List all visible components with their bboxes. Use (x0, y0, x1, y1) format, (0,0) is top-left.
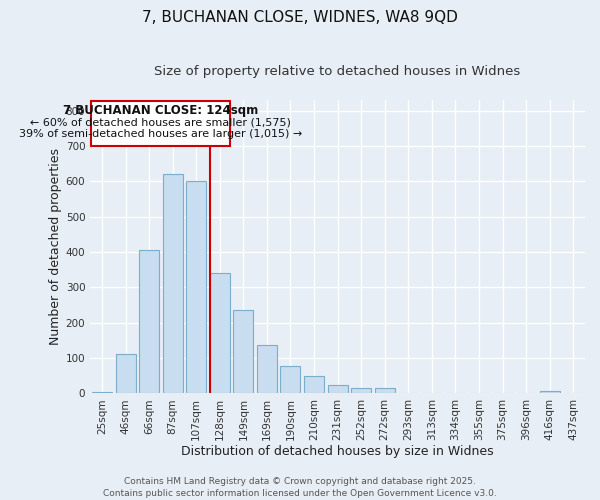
Bar (539, 391, 560, 394)
Title: Size of property relative to detached houses in Widnes: Size of property relative to detached ho… (154, 65, 521, 78)
Y-axis label: Number of detached properties: Number of detached properties (49, 148, 62, 345)
Bar (91, 100, 230, 146)
Bar (233, 310, 253, 394)
Bar (210, 273, 230, 394)
Bar (92, 392, 112, 394)
Bar (139, 250, 159, 394)
Bar (163, 174, 182, 394)
Text: 7, BUCHANAN CLOSE, WIDNES, WA8 9QD: 7, BUCHANAN CLOSE, WIDNES, WA8 9QD (142, 10, 458, 25)
Bar (351, 388, 371, 394)
Text: 39% of semi-detached houses are larger (1,015) →: 39% of semi-detached houses are larger (… (19, 128, 302, 138)
Text: Contains HM Land Registry data © Crown copyright and database right 2025.
Contai: Contains HM Land Registry data © Crown c… (103, 476, 497, 498)
Bar (304, 376, 324, 394)
X-axis label: Distribution of detached houses by size in Widnes: Distribution of detached houses by size … (181, 444, 494, 458)
Bar (186, 182, 206, 394)
Text: ← 60% of detached houses are smaller (1,575): ← 60% of detached houses are smaller (1,… (31, 118, 292, 128)
Bar (116, 354, 136, 394)
Bar (280, 366, 301, 394)
Bar (328, 384, 347, 394)
Text: 7 BUCHANAN CLOSE: 124sqm: 7 BUCHANAN CLOSE: 124sqm (63, 104, 259, 117)
Bar (375, 388, 395, 394)
Bar (257, 344, 277, 394)
